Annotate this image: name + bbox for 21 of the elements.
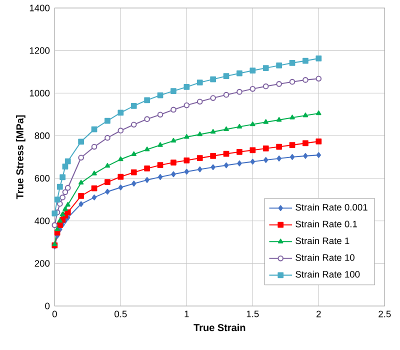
- x-tick-label: 1.5: [246, 310, 259, 318]
- y-tick-label: 0: [45, 302, 50, 310]
- y-tick-label: 600: [34, 174, 50, 182]
- y-tick-label: 1000: [30, 90, 50, 96]
- legend-label: Strain Rate 100: [296, 270, 360, 278]
- legend-label: Strain Rate 0.001: [296, 204, 368, 211]
- y-tick-label: 1200: [30, 47, 50, 54]
- y-tick-label: 800: [34, 132, 50, 140]
- y-tick-label: 400: [34, 218, 50, 224]
- y-tick-label: 1400: [30, 4, 50, 12]
- y-axis-title: True Stress [MPa]: [16, 115, 26, 200]
- legend-label: Strain Rate 10: [296, 254, 354, 261]
- x-tick-label: 0.5: [114, 310, 127, 318]
- y-tick-label: 200: [34, 260, 50, 267]
- legend-label: Strain Rate 1: [296, 237, 350, 244]
- x-tick-label: 2.5: [378, 310, 391, 318]
- x-tick-label: 1: [184, 310, 189, 318]
- legend-label: Strain Rate 0.1: [296, 220, 357, 228]
- x-axis-title: True Strain: [194, 324, 246, 332]
- x-tick-label: 0: [52, 310, 57, 318]
- x-tick-label: 2: [316, 310, 321, 318]
